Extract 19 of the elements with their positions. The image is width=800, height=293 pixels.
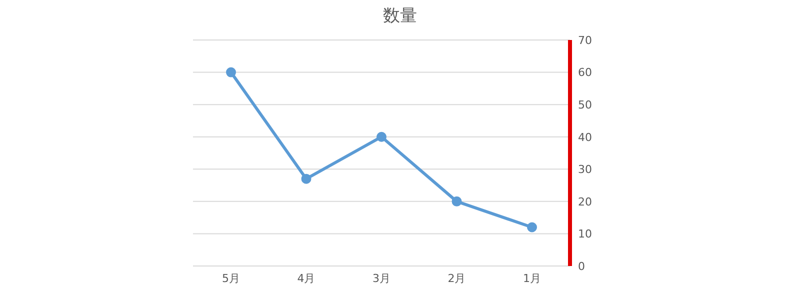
y-tick-label: 30	[578, 163, 592, 176]
point	[452, 196, 462, 206]
point	[301, 174, 312, 184]
chart-title: 数量	[382, 5, 418, 27]
y-tick-label: 70	[578, 34, 592, 47]
x-tick-label: 2月	[448, 272, 466, 285]
y-tick-label: 60	[578, 66, 592, 80]
y-tick-label: 20	[578, 195, 592, 208]
y-tick-label: 50	[578, 98, 592, 112]
x-tick-label: 4月	[297, 272, 316, 285]
point	[376, 132, 386, 142]
y-tick-label: 40	[578, 130, 592, 144]
y-tick-label: 0	[578, 260, 585, 273]
x-tick-label: 1月	[523, 272, 541, 285]
x-tick-label: 5月	[222, 272, 240, 285]
x-tick-label: 3月	[372, 272, 390, 285]
y-tick-label: 10	[578, 228, 592, 241]
point	[226, 67, 236, 78]
point	[527, 222, 537, 232]
